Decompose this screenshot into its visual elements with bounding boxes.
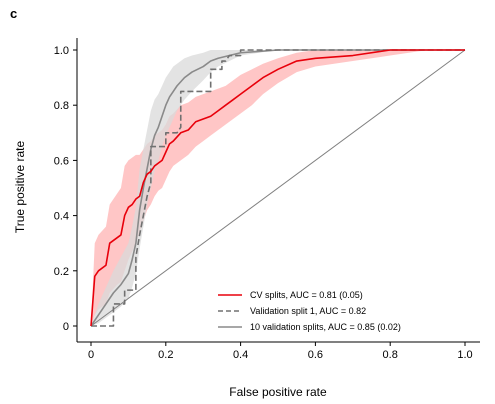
y-tick-label: 0.2	[54, 266, 69, 278]
legend-entry-3: 10 validation splits, AUC = 0.85 (0.02)	[250, 322, 401, 332]
y-tick-label: 0.6	[54, 155, 69, 167]
roc-line-2	[91, 49, 465, 327]
x-tick-label: 0.8	[383, 349, 398, 361]
legend: CV splits, AUC = 0.81 (0.05) Validation s…	[218, 290, 401, 332]
plot-axes	[76, 38, 480, 343]
legend-entry-2: Validation split 1, AUC = 0.82	[250, 306, 366, 316]
reference-line	[90, 49, 466, 327]
x-tick-label: 0.6	[308, 349, 323, 361]
roc-line-3	[90, 49, 465, 327]
roc-curves	[90, 49, 465, 327]
y-axis-label: True positive rate	[13, 141, 27, 234]
y-tick-label: 0.4	[54, 211, 69, 223]
y-tick-label: 0.8	[54, 100, 69, 112]
confidence-band-1	[91, 50, 465, 326]
axis-ticks: 0 0.2 0.4 0.6 0.8 1.0 0 0.2 0.4 0.6 0.8 1.0	[54, 45, 473, 361]
roc-line-1	[90, 49, 465, 327]
legend-entry-1: CV splits, AUC = 0.81 (0.05)	[250, 290, 363, 300]
x-tick-label: 0.2	[158, 349, 173, 361]
y-tick-label: 1.0	[54, 45, 69, 57]
y-tick-label: 0	[63, 321, 69, 333]
x-tick-label: 1.0	[457, 349, 472, 361]
x-axis-label: False positive rate	[229, 385, 327, 399]
x-tick-label: 0.4	[233, 349, 248, 361]
panel-letter: c	[10, 6, 17, 21]
x-tick-label: 0	[88, 349, 94, 361]
reference-diagonal	[90, 49, 466, 327]
